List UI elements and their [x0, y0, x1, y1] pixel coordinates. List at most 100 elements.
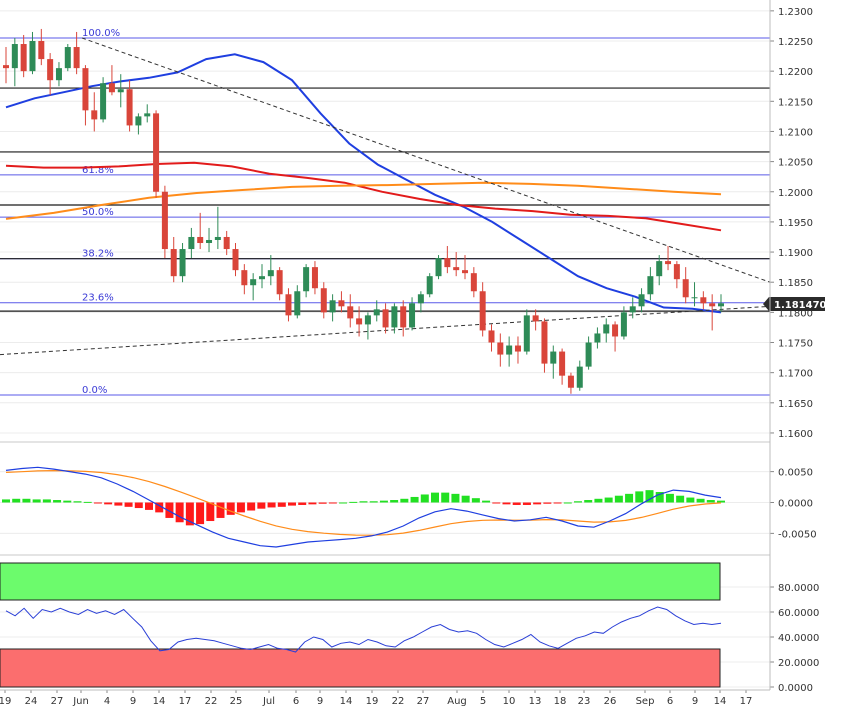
- macd-bar-negative: [175, 502, 184, 523]
- macd-bar-positive: [369, 501, 378, 503]
- time-tick-label: 6: [667, 696, 673, 707]
- price-tick-label: 1.2000: [778, 188, 813, 199]
- price-tick-label: 1.2150: [778, 97, 813, 108]
- macd-bar-negative: [267, 502, 276, 508]
- time-tick-label: 17: [740, 696, 753, 707]
- macd-bar-positive: [563, 502, 572, 504]
- time-tick-label: 10: [503, 696, 516, 707]
- price-tick-label: 1.2300: [778, 7, 813, 18]
- macd-signal-line: [5, 469, 722, 536]
- macd-bar-positive: [665, 493, 674, 503]
- time-tick-label: 14: [340, 696, 353, 707]
- macd-bar-positive: [482, 500, 491, 503]
- current-price-tag-arrow: [763, 297, 769, 311]
- price-tick-label: 1.1800: [778, 308, 813, 319]
- moving-averages: [5, 53, 722, 314]
- candle-bullish: [594, 333, 601, 343]
- candle-bullish: [435, 258, 442, 277]
- fib-level-label: 61.8%: [82, 165, 114, 176]
- candle-bullish: [550, 351, 557, 364]
- macd-bar-negative: [165, 502, 174, 518]
- macd-bar-negative: [104, 502, 113, 505]
- resistance-trendline: [81, 37, 771, 283]
- price-pane: 100.0%61.8%50.0%38.2%23.6%0.0% 1.23001.2…: [0, 7, 827, 440]
- macd-bar-negative: [257, 502, 266, 509]
- time-tick-label: 17: [179, 696, 192, 707]
- macd-bar-negative: [124, 502, 133, 507]
- macd-tick-label: -0.0050: [778, 529, 817, 540]
- candlesticks: [3, 28, 724, 394]
- macd-bar-positive: [420, 494, 429, 503]
- candle-bullish: [267, 270, 274, 277]
- macd-bar-positive: [400, 498, 409, 503]
- time-tick-label: 14: [714, 696, 727, 707]
- time-tick-label: 26: [604, 696, 617, 707]
- macd-bar-negative: [318, 502, 327, 504]
- moving-average-line: [5, 53, 722, 314]
- macd-bar-positive: [686, 497, 695, 503]
- macd-bar-negative: [236, 502, 245, 513]
- candle-bearish: [532, 315, 539, 322]
- candle-bullish: [258, 276, 265, 280]
- rsi-tick-label: 20.0000: [778, 658, 819, 669]
- macd-bar-negative: [288, 502, 296, 506]
- macd-bar-positive: [359, 501, 368, 503]
- candle-bearish: [197, 236, 204, 244]
- price-tick-label: 1.2250: [778, 37, 813, 48]
- candle-bearish: [709, 303, 716, 307]
- time-tick-label: 9: [692, 696, 698, 707]
- macd-bar-negative: [492, 502, 501, 504]
- candle-bullish: [691, 297, 698, 299]
- candle-bullish: [506, 345, 513, 355]
- candle-bearish: [82, 68, 89, 111]
- candle-bearish: [479, 291, 486, 331]
- time-tick-label: 14: [153, 696, 166, 707]
- candle-bearish: [488, 330, 495, 343]
- rsi-tick-label: 0.0000: [778, 683, 813, 694]
- price-tick-label: 1.2200: [778, 67, 813, 78]
- macd-bar-negative: [277, 502, 286, 507]
- moving-average-line: [5, 161, 722, 232]
- candle-bullish: [656, 261, 663, 277]
- fib-level-label: 23.6%: [82, 293, 114, 304]
- macd-bar-positive: [614, 495, 623, 503]
- candle-bullish: [214, 236, 221, 240]
- macd-bar-negative: [145, 502, 153, 510]
- macd-pane: 0.0050 0.0000 -0.0050: [0, 466, 817, 548]
- time-tick-label: Jun: [72, 696, 89, 707]
- current-price-tag-bg: [769, 297, 825, 311]
- macd-lines: [5, 466, 722, 548]
- candle-bearish: [38, 41, 45, 60]
- macd-bar-positive: [349, 501, 358, 503]
- candle-bearish: [567, 375, 574, 388]
- candle-bullish: [585, 342, 592, 367]
- macd-bar-positive: [645, 490, 654, 503]
- macd-bar-negative: [298, 502, 307, 505]
- macd-bar-negative: [502, 502, 511, 505]
- candle-bearish: [91, 110, 98, 120]
- fib-level-label: 50.0%: [82, 207, 114, 218]
- macd-histogram: [2, 490, 725, 526]
- rsi-line-path: [5, 606, 722, 653]
- price-tick-label: 1.1700: [778, 369, 813, 380]
- macd-bar-positive: [32, 499, 41, 503]
- rsi-overbought-zone: [0, 562, 721, 601]
- time-tick-label: Sep: [636, 696, 655, 707]
- macd-bar-positive: [655, 492, 664, 503]
- macd-bar-positive: [42, 499, 51, 503]
- candle-bearish: [541, 321, 548, 364]
- time-tick-label: 13: [529, 696, 542, 707]
- candle-bullish: [188, 236, 195, 250]
- macd-bar-positive: [410, 496, 419, 503]
- candle-bearish: [497, 342, 504, 355]
- time-tick-label: 23: [578, 696, 591, 707]
- macd-bar-negative: [328, 502, 337, 504]
- candle-bullish: [718, 303, 724, 307]
- candle-bearish: [126, 89, 133, 126]
- macd-bar-negative: [206, 502, 215, 522]
- candle-bearish: [20, 44, 27, 72]
- macd-bar-positive: [717, 500, 725, 503]
- fib-level-label: 0.0%: [82, 385, 107, 396]
- price-axis: 1.2300 1.2250 1.2200 1.2150 1.2100 1.2050 1.20…: [770, 7, 813, 440]
